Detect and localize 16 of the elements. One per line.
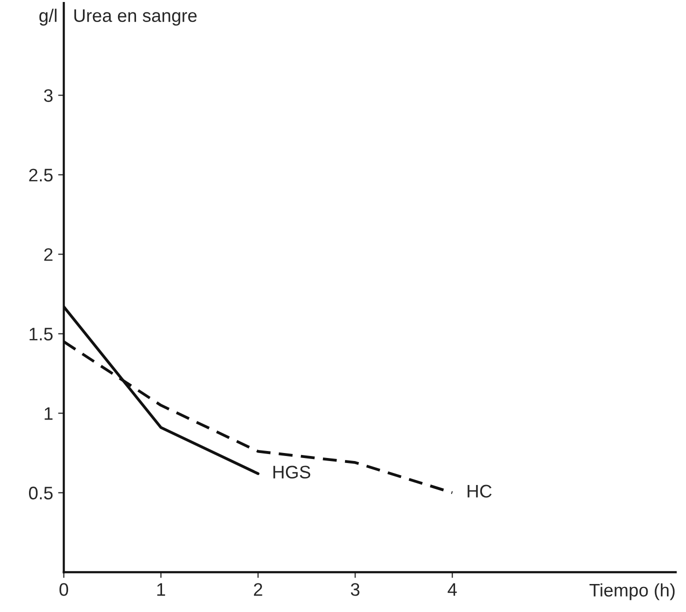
x-tick-label: 4 xyxy=(448,583,457,596)
x-axis-title: Tiempo (h) xyxy=(590,583,675,600)
series-label: HC xyxy=(468,484,492,498)
x-tick-label: 0 xyxy=(59,583,68,596)
x-tick-label: 1 xyxy=(157,583,166,596)
y-tick-label: 3 xyxy=(44,89,53,102)
series-label: HGS xyxy=(273,466,310,478)
y-tick-label: 2.5 xyxy=(29,168,53,182)
y-axis-title: g/l xyxy=(39,8,56,26)
x-tick-label: 3 xyxy=(350,583,360,596)
y-tick-label: 0.5 xyxy=(28,486,53,500)
y-tick-label: 1 xyxy=(44,407,52,420)
y-tick-label: 1.5 xyxy=(30,328,53,340)
x-tick-label: 2 xyxy=(254,583,262,596)
y-tick-label: 2 xyxy=(44,248,52,261)
chart-title: Urea en sangre xyxy=(74,9,197,26)
